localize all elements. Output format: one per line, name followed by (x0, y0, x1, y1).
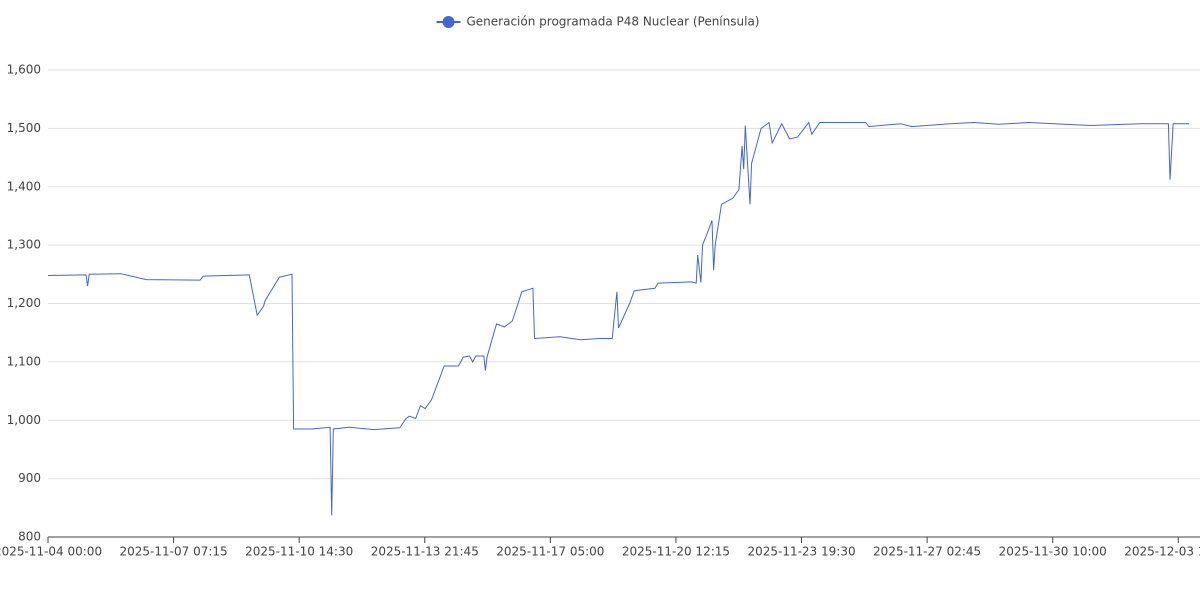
y-tick-label: 1,000 (7, 413, 41, 427)
y-tick-label: 1,500 (7, 121, 41, 135)
x-tick-label: 2025-11-04 00:00 (0, 545, 102, 559)
y-tick-label: 1,100 (7, 354, 41, 368)
x-tick-label: 2025-11-07 07:15 (120, 545, 228, 559)
x-tick-label: 2025-11-20 12:15 (622, 545, 730, 559)
x-tick-label: 2025-11-13 21:45 (371, 545, 479, 559)
x-tick-label: 2025-12-03 17:15 (1124, 545, 1200, 559)
y-tick-label: 1,200 (7, 296, 41, 310)
x-tick-label: 2025-11-10 14:30 (245, 545, 353, 559)
legend-marker (442, 16, 455, 28)
y-tick-label: 800 (18, 530, 41, 544)
y-tick-label: 900 (18, 471, 41, 485)
x-tick-label: 2025-11-27 02:45 (873, 545, 981, 559)
legend-label: Generación programada P48 Nuclear (Penín… (467, 15, 760, 29)
y-tick-label: 1,300 (7, 238, 41, 252)
x-tick-label: 2025-11-30 10:00 (999, 545, 1107, 559)
y-tick-label: 1,400 (7, 179, 41, 193)
series-line (47, 121, 1189, 516)
y-tick-label: 1,600 (7, 63, 41, 77)
x-tick-label: 2025-11-17 05:00 (496, 545, 604, 559)
x-tick-label: 2025-11-23 19:30 (747, 545, 855, 559)
